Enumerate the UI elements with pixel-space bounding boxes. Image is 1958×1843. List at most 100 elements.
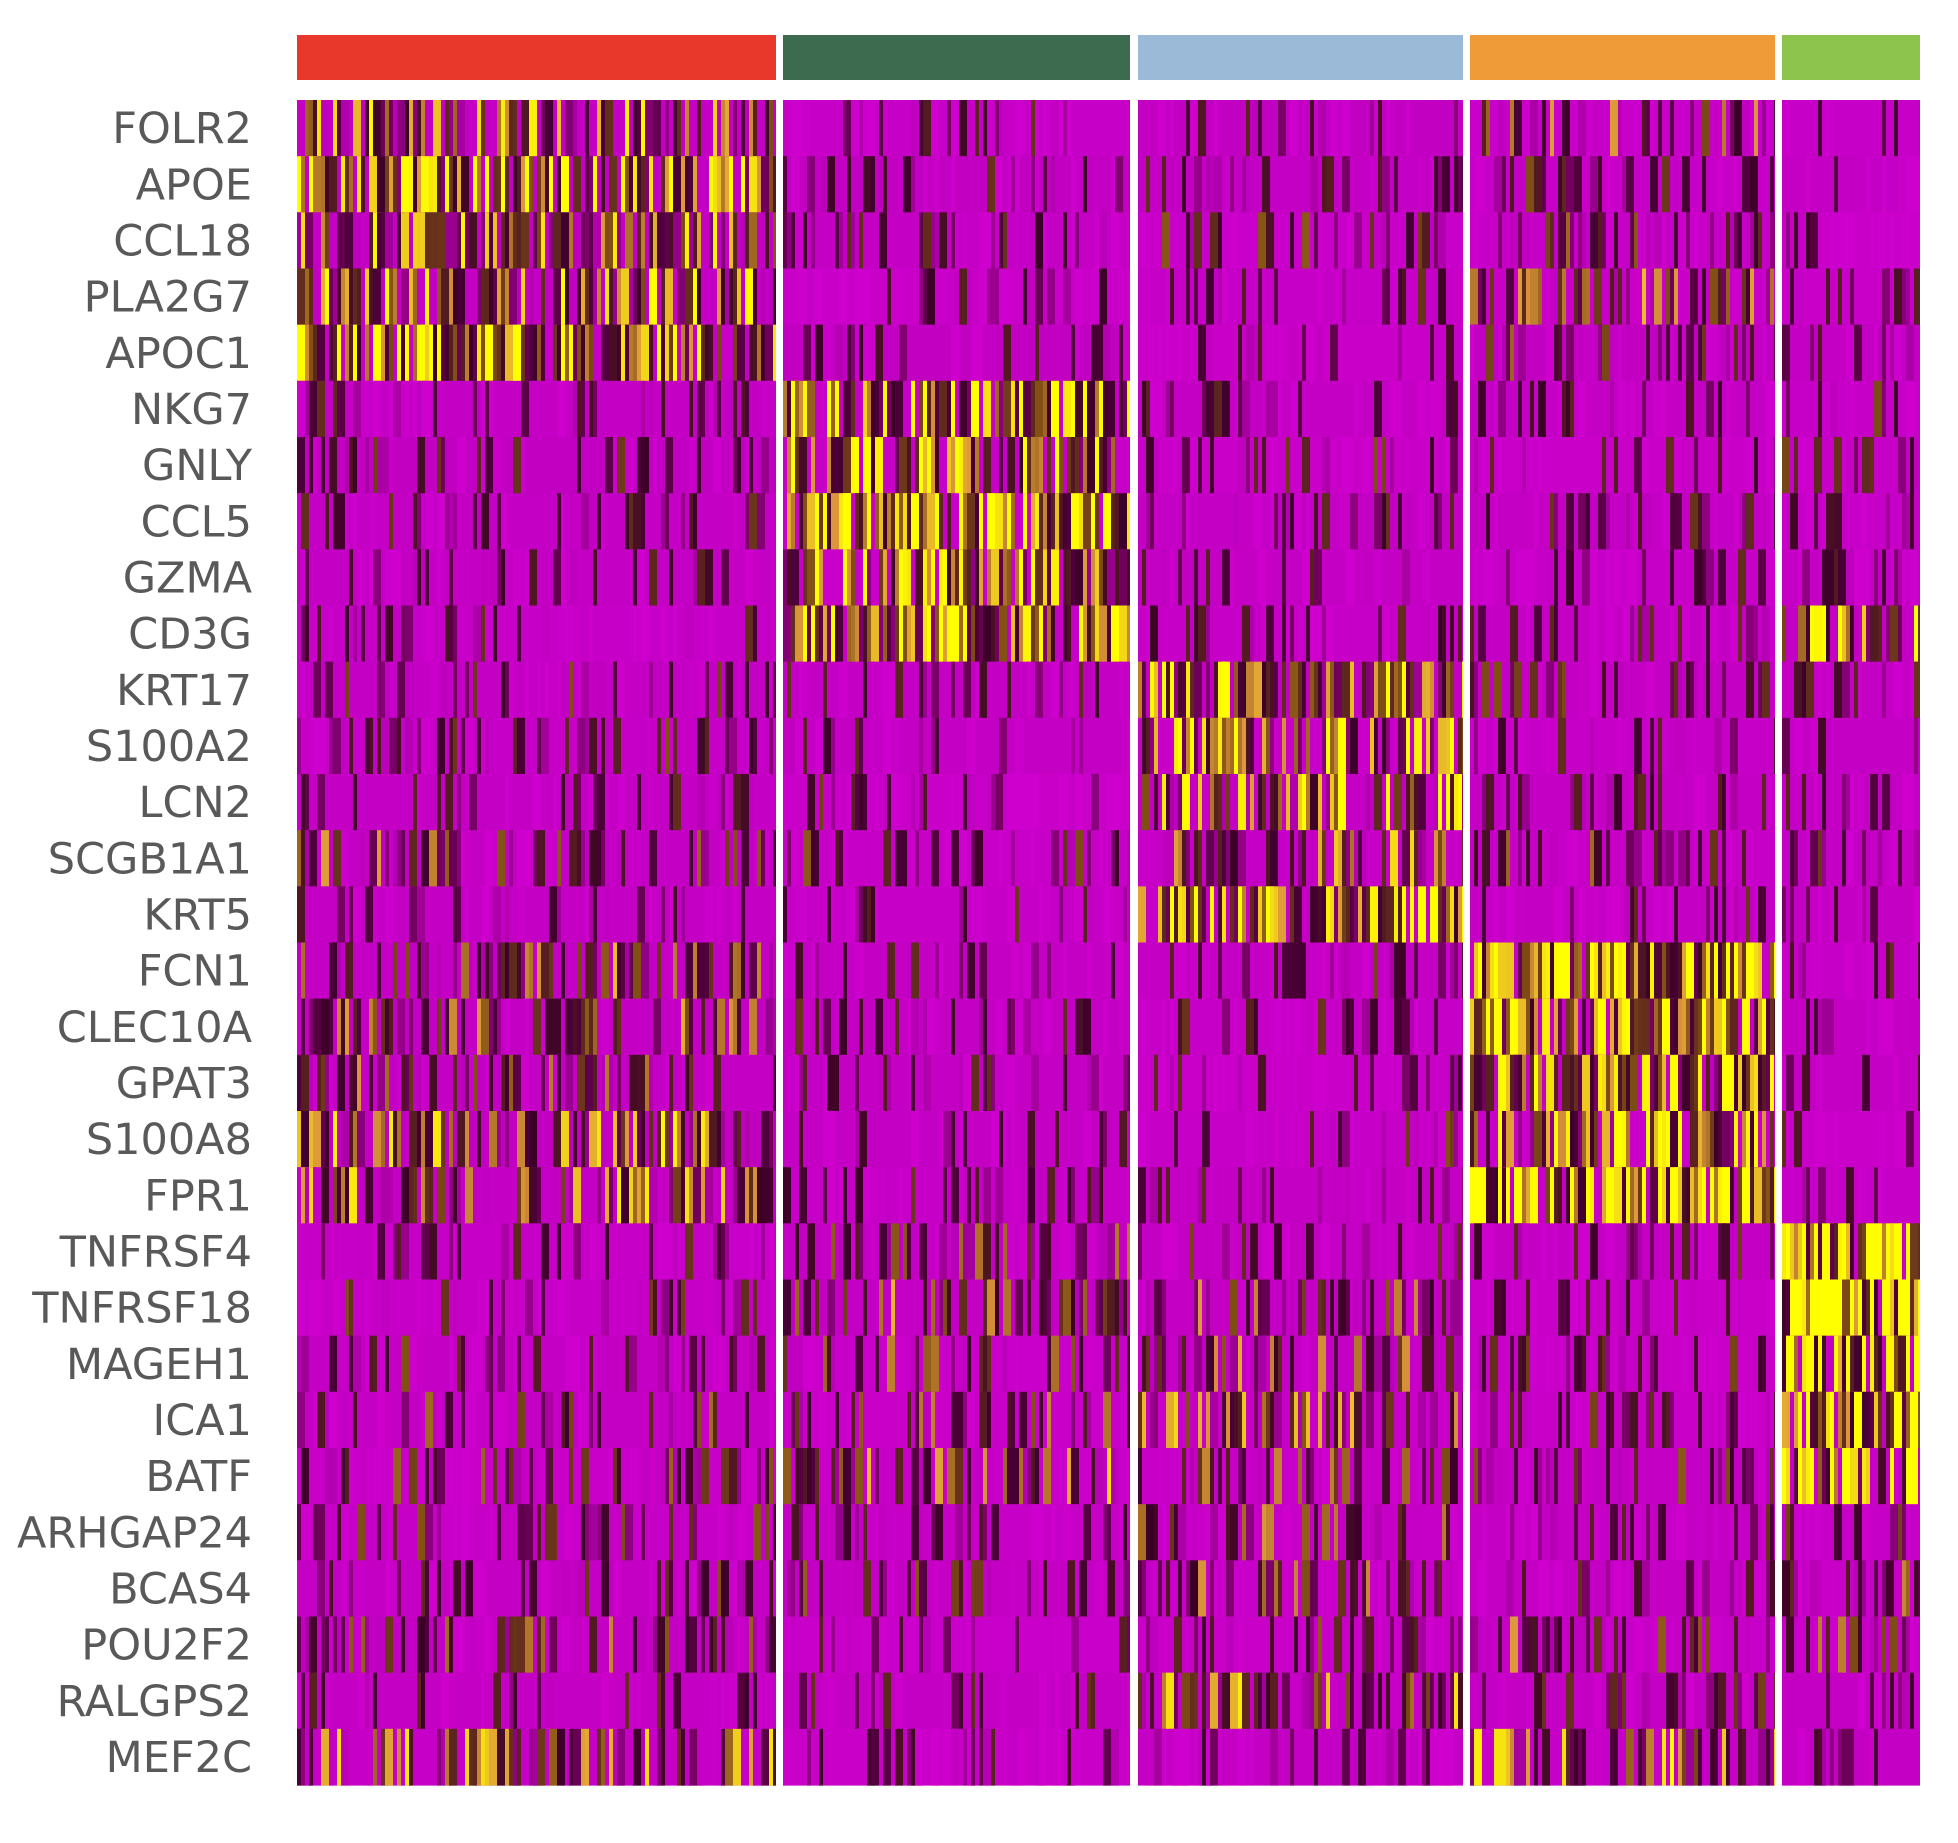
heatmap-cell: [1238, 1335, 1242, 1393]
heatmap-cell: [329, 998, 333, 1056]
heatmap-cell: [741, 156, 745, 213]
heatmap-cell: [541, 717, 549, 775]
heatmap-cell: [1634, 717, 1642, 775]
heatmap-cell: [1075, 156, 1079, 213]
heatmap-cell: [1063, 998, 1067, 1056]
heatmap-cell: [313, 1504, 317, 1561]
heatmap-cell: [1342, 886, 1346, 944]
heatmap-cell: [1618, 717, 1622, 775]
heatmap-cell: [717, 661, 721, 719]
heatmap-cell: [1670, 1054, 1678, 1112]
heatmap-cell: [1115, 1335, 1119, 1393]
heatmap-cell: [1354, 886, 1358, 944]
heatmap-cell: [1354, 830, 1358, 887]
heatmap-cell: [1494, 717, 1498, 775]
heatmap-cell: [1810, 942, 1818, 1000]
heatmap-cell: [1494, 661, 1502, 719]
heatmap-cell: [689, 1335, 697, 1393]
heatmap-cell: [361, 380, 369, 438]
heatmap-cell: [1814, 717, 1818, 775]
heatmap-cell: [1278, 1279, 1282, 1337]
heatmap-cell: [653, 100, 661, 157]
heatmap-cell: [835, 830, 839, 887]
heatmap-cell: [1202, 1167, 1206, 1224]
heatmap-cell: [1370, 212, 1374, 270]
heatmap-cell: [1230, 1504, 1238, 1561]
heatmap-cell: [1083, 605, 1087, 663]
heatmap-cell: [1015, 1279, 1023, 1337]
heatmap-cell: [1494, 1279, 1502, 1337]
heatmap-cell: [1886, 942, 1890, 1000]
heatmap-cell: [1830, 212, 1834, 270]
heatmap-cell-block: [783, 886, 1130, 944]
heatmap-cell: [1250, 774, 1254, 831]
heatmap-cell: [413, 156, 417, 213]
heatmap-cell: [1182, 774, 1190, 831]
heatmap-cell: [1095, 774, 1099, 831]
heatmap-cell: [345, 661, 349, 719]
heatmap-cell: [1614, 1054, 1618, 1112]
heatmap-cell: [1670, 549, 1674, 607]
heatmap-cell: [649, 661, 653, 719]
heatmap-cell: [1878, 830, 1882, 887]
heatmap-cell: [637, 549, 645, 607]
heatmap-cell: [1538, 942, 1542, 1000]
heatmap-cell-block: [1782, 1167, 1920, 1224]
heatmap-cell: [1278, 100, 1286, 157]
heatmap-cell: [1650, 1448, 1654, 1505]
heatmap-cell: [823, 324, 831, 382]
heatmap-cell: [629, 324, 633, 382]
heatmap-cell: [521, 1054, 529, 1112]
heatmap-cell: [557, 830, 561, 887]
heatmap-cell: [1882, 268, 1890, 326]
heatmap-cell: [605, 886, 609, 944]
heatmap-cell: [1150, 605, 1158, 663]
heatmap-cell: [329, 605, 333, 663]
heatmap-cell: [1462, 1167, 1463, 1224]
heatmap-cell: [1071, 1335, 1075, 1393]
heatmap-cell: [1338, 886, 1342, 944]
heatmap-cell: [313, 437, 317, 494]
heatmap-cell: [1302, 1279, 1306, 1337]
heatmap-cell: [401, 1111, 405, 1168]
heatmap-cell: [1103, 998, 1107, 1056]
heatmap-cell: [1198, 1111, 1202, 1168]
heatmap-cell: [409, 717, 413, 775]
heatmap-cell: [1622, 1167, 1626, 1224]
heatmap-cell: [1822, 549, 1830, 607]
heatmap-cell: [1071, 774, 1075, 831]
heatmap-cell: [1826, 268, 1830, 326]
heatmap-cell: [1462, 942, 1463, 1000]
heatmap-cell: [769, 1391, 773, 1449]
heatmap-cell: [1027, 268, 1035, 326]
heatmap-cell: [1558, 998, 1562, 1056]
heatmap-cell: [1846, 1167, 1854, 1224]
heatmap-cell: [1574, 605, 1578, 663]
heatmap-cell: [1594, 268, 1602, 326]
heatmap-cell: [369, 493, 377, 550]
heatmap-cell: [529, 1448, 533, 1505]
heatmap-cell: [923, 1448, 931, 1505]
heatmap-cell: [533, 998, 541, 1056]
heatmap-cell: [1862, 1054, 1870, 1112]
heatmap-cell: [1446, 1335, 1454, 1393]
heatmap-cell: [425, 1167, 429, 1224]
heatmap-cell: [1111, 942, 1115, 1000]
heatmap-cell: [1127, 1223, 1130, 1281]
heatmap-cell: [1310, 100, 1314, 157]
heatmap-cell: [899, 830, 907, 887]
heatmap-cell: [979, 661, 987, 719]
heatmap-cell: [1226, 717, 1230, 775]
heatmap-cell: [1486, 493, 1490, 550]
heatmap-cell: [1486, 998, 1490, 1056]
heatmap-cell: [385, 830, 389, 887]
heatmap-cell: [633, 156, 637, 213]
heatmap-cell: [301, 830, 305, 887]
heatmap-cell: [1794, 830, 1798, 887]
heatmap-cell: [1834, 1448, 1838, 1505]
heatmap-cell: [309, 605, 317, 663]
heatmap-cell: [1083, 493, 1091, 550]
heatmap-cell: [839, 661, 847, 719]
heatmap-cell: [1346, 549, 1354, 607]
heatmap-cell: [1638, 212, 1642, 270]
